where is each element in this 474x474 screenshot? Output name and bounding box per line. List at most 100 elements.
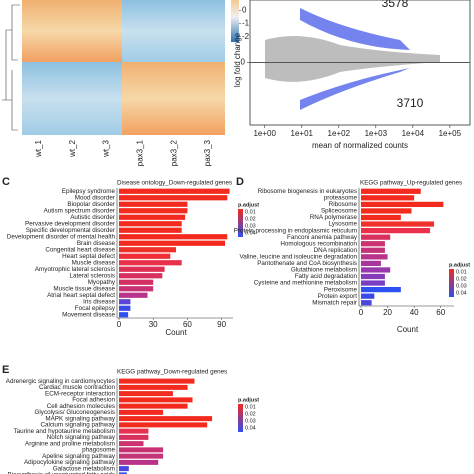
- bar: [361, 260, 381, 267]
- x-axis-label: Count: [397, 325, 419, 334]
- y-tick-label: Cell adhesion molecules: [47, 403, 115, 410]
- bar: [119, 384, 188, 390]
- legend-tick-label: 0.03: [245, 223, 256, 229]
- bar: [361, 201, 444, 208]
- legend-tick-label: 0.04: [456, 290, 467, 296]
- x-tick-label: 40: [410, 308, 419, 317]
- y-tick-label: Lateral sclerosis: [70, 272, 116, 279]
- bar: [361, 221, 435, 227]
- legend-tick-label: 0.04: [245, 230, 256, 236]
- legend-tick-label: 0.01: [245, 209, 256, 215]
- y-tick-label: proteasome: [324, 195, 358, 202]
- x-tick-label: 1e+00: [253, 129, 276, 138]
- y-tick-label: Protein export: [318, 293, 357, 300]
- y-tick-label: Apeline signaling pathway: [42, 453, 116, 460]
- y-tick-label: Calcium signaling pathway: [40, 422, 115, 429]
- bar: [119, 472, 127, 474]
- y-tick-label: Homologous recombination: [280, 240, 357, 247]
- panel-title: KEGG pathway_Up-regulated genes: [360, 180, 462, 187]
- legend-tick-label: 0.03: [245, 418, 256, 424]
- y-tick-label: Fanconi anemia pathway: [287, 234, 358, 241]
- colorbar-tick-label: 0: [242, 6, 247, 15]
- bar: [119, 434, 149, 440]
- x-tick-label: 1e+02: [328, 129, 351, 138]
- bar: [361, 195, 415, 201]
- bar: [361, 234, 391, 240]
- panel-title: KEGG pathway_Down-regulated genes: [117, 369, 227, 376]
- y-tick-label: Pantothenate and CoA biosynthesis: [257, 260, 357, 267]
- y-tick-label: Amyotrophic lateral sclerosis: [35, 266, 115, 273]
- y-tick-label: Lysosome: [329, 221, 358, 228]
- bar: [119, 260, 182, 266]
- y-tick-label: Adipocytokine signaling pathway: [24, 459, 116, 466]
- bar: [119, 453, 164, 459]
- y-tick-label: Heart septal defect: [62, 253, 115, 260]
- x-tick-label: pax3_1: [136, 139, 145, 166]
- bar: [361, 254, 388, 260]
- bar: [119, 391, 173, 397]
- y-tick-label: phagosome: [82, 447, 115, 454]
- y-tick-label: Autistic disorder: [70, 214, 115, 221]
- x-tick-label: 90: [217, 320, 226, 329]
- y-tick-label: 0: [241, 58, 246, 67]
- x-tick-label: 1e+05: [439, 129, 462, 138]
- bar: [119, 253, 171, 259]
- y-tick-label: Biopolar disorder: [67, 201, 115, 208]
- y-tick-label: MAPK signaling pathway: [45, 415, 116, 422]
- bar: [361, 247, 385, 253]
- x-axis-label: Count: [165, 328, 187, 337]
- y-tick-label: Autism spectrum disorder: [44, 207, 115, 214]
- y-tick-label: Mismatch repair: [312, 299, 357, 306]
- y-tick-label: Adrenergic signaling in cardiomyocytes: [6, 378, 115, 385]
- bar: [119, 378, 195, 384]
- legend-colorbar: [238, 404, 243, 432]
- panel-label: D: [236, 176, 244, 188]
- bar: [119, 397, 193, 403]
- panel-title: Disease ontology_Down-regulated genes: [117, 180, 232, 187]
- y-tick-label: Valine, leucine and isoleucine degradati…: [239, 254, 357, 261]
- bar: [119, 240, 226, 246]
- y-tick-label: Congenital heart disease: [45, 246, 115, 253]
- x-tick-label: wt_1: [34, 139, 43, 157]
- y-tick-label: Biosynthesis of unsaturated fatty acids: [8, 472, 115, 474]
- y-tick-label: Brain disease: [77, 240, 116, 247]
- y-tick-label: Pervasive development disorder: [25, 220, 115, 227]
- bar: [361, 227, 431, 234]
- y-tick-label: Galactose metabolism: [53, 465, 115, 472]
- y-tick-label: Protein processing in endoplasmic reticu…: [234, 227, 357, 234]
- bar: [119, 273, 163, 279]
- bar: [361, 267, 391, 273]
- bar: [119, 305, 131, 311]
- y-tick-label: Ribosome biogenesis in eukaryotes: [258, 188, 357, 195]
- bar: [119, 403, 188, 409]
- y-tick-label: Mood disorder: [75, 194, 115, 201]
- x-axis-label: mean of normalized counts: [312, 141, 408, 150]
- y-tick-label: Cysteine and methionine metabolism: [254, 280, 357, 287]
- bar: [119, 247, 176, 253]
- x-tick-label: 20: [383, 308, 392, 317]
- y-axis-label: log fold change: [233, 32, 242, 87]
- bar: [361, 280, 385, 286]
- bar: [119, 428, 149, 434]
- x-tick-label: 60: [436, 308, 445, 317]
- y-tick-label: Focal epilepsy: [75, 305, 116, 312]
- x-tick-label: wt_3: [102, 139, 111, 157]
- y-tick-label: Glutathione metabolism: [291, 267, 357, 274]
- y-tick-label: Muscle disease: [72, 259, 116, 266]
- bar: [119, 447, 164, 453]
- bar: [119, 188, 230, 194]
- bar: [361, 286, 401, 293]
- y-tick-label: Taurine and hypotaurine metabolism: [13, 428, 115, 435]
- y-tick-label: Myopathy: [88, 279, 116, 286]
- bar: [119, 208, 188, 214]
- bar: [119, 279, 154, 285]
- y-tick-label: Arginine and proline metabolism: [25, 440, 115, 447]
- bar: [361, 300, 372, 306]
- y-tick-label: Ribosome: [329, 201, 358, 208]
- y-tick-label: Notch signaling pathway: [47, 434, 116, 441]
- annotation: 3578: [382, 0, 409, 10]
- x-tick-label: wt_2: [68, 139, 77, 157]
- bar: [119, 422, 208, 428]
- x-tick-label: 1e+03: [365, 129, 388, 138]
